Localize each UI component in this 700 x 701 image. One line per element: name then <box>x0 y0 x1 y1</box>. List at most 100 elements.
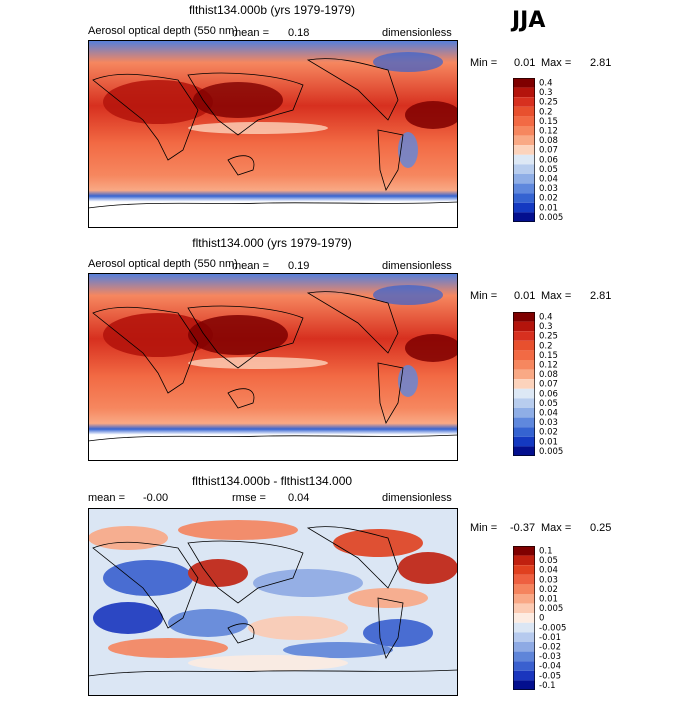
legend-label: 0.06 <box>539 155 558 165</box>
legend-swatch <box>513 642 535 652</box>
legend-swatch <box>513 417 535 428</box>
legend-swatch <box>513 369 535 380</box>
panel-3-max-label: Max = <box>541 522 572 534</box>
legend-swatch <box>513 379 535 389</box>
panel-3-coastlines <box>92 526 404 659</box>
panel-3-rmse-value: 0.04 <box>288 492 310 504</box>
panel-1-variable: Aerosol optical depth (550 nm) <box>88 25 238 37</box>
panel-1-min-value: 0.01 <box>514 57 536 69</box>
legend-label: 0.03 <box>539 184 558 194</box>
legend-label: 0.07 <box>539 146 558 156</box>
panel-2-antarctica <box>88 434 458 442</box>
legend-swatch <box>513 350 535 360</box>
legend-label: 0.03 <box>539 418 558 428</box>
panel-2-legend: 0.4 0.3 0.25 0.2 0.15 0.12 0.08 0.07 0.06 0.05 0.0… <box>513 312 623 467</box>
legend-swatch <box>513 661 535 671</box>
legend-swatch <box>513 565 535 575</box>
legend-label: -0.05 <box>539 671 561 681</box>
panel-2-map <box>88 273 458 461</box>
panel-2-max-label: Max = <box>541 290 572 302</box>
legend-label: 0.2 <box>539 107 553 117</box>
legend-swatch <box>513 603 535 614</box>
legend-swatch <box>513 670 535 681</box>
panel-1-amazon-blue <box>398 132 418 168</box>
legend-label: 0.12 <box>539 361 558 371</box>
legend-label: 0.07 <box>539 380 558 390</box>
panel-2-mean-label: mean = <box>232 260 269 272</box>
panel-3-map <box>88 508 458 696</box>
legend-swatch <box>513 594 535 604</box>
legend-swatch <box>513 574 535 585</box>
panel-2-us-high <box>405 334 458 362</box>
legend-swatch <box>513 680 535 690</box>
panel-3-antarctica <box>88 669 458 677</box>
panel-1-mean-label: mean = <box>232 27 269 39</box>
legend-swatch <box>513 427 535 437</box>
panel-2-mean-value: 0.19 <box>288 260 310 272</box>
legend-label: 0.04 <box>539 566 558 576</box>
panel-2-max-value: 2.81 <box>590 290 612 302</box>
legend-label: 0.01 <box>539 437 558 447</box>
panel-2-pacific-band <box>188 357 328 369</box>
legend-swatch <box>513 202 535 213</box>
panel-2-min-label: Min = <box>470 290 498 302</box>
legend-swatch <box>513 584 535 594</box>
panel-1-antarctica <box>88 201 458 209</box>
legend-swatch <box>513 388 535 399</box>
legend-label: -0.01 <box>539 633 561 643</box>
legend-swatch <box>513 145 535 155</box>
panel-1-legend-swatches: 0.40.30.250.20.150.120.080.070.060.050.0… <box>513 78 563 223</box>
legend-swatch <box>513 408 535 418</box>
legend-label: -0.04 <box>539 662 561 672</box>
legend-label: 0.05 <box>539 399 558 409</box>
legend-swatch <box>513 126 535 136</box>
legend-swatch <box>513 154 535 165</box>
panel-2-amazon-blue <box>398 365 418 397</box>
legend-swatch <box>513 135 535 146</box>
panel-1-arctic-blue <box>373 52 443 72</box>
legend-border <box>513 546 535 690</box>
legend-swatch <box>513 312 535 322</box>
legend-label: 0.05 <box>539 556 558 566</box>
panel-2-coastlines <box>92 291 404 424</box>
legend-label: 0.1 <box>539 547 553 557</box>
legend-border <box>513 78 535 222</box>
panel-1-pacific-band <box>188 122 328 134</box>
legend-label: 0.02 <box>539 428 558 438</box>
legend-label: 0.02 <box>539 194 558 204</box>
legend-swatch <box>513 106 535 117</box>
legend-swatch <box>513 174 535 184</box>
legend-swatch <box>513 398 535 408</box>
panel-3-mean-value: -0.00 <box>143 492 169 504</box>
panel-3-legend-swatches: 0.10.050.040.030.020.010.0050-0.005-0.01… <box>513 546 566 691</box>
legend-label: -0.03 <box>539 652 561 662</box>
legend-label: 0.06 <box>539 389 558 399</box>
legend-swatch <box>513 360 535 370</box>
legend-swatch <box>513 546 535 556</box>
legend-swatch <box>513 622 535 633</box>
legend-label: -0.1 <box>539 681 556 691</box>
legend-label: 0.12 <box>539 127 558 137</box>
legend-label: 0.4 <box>539 313 553 323</box>
panel-3-min-label: Min = <box>470 522 498 534</box>
legend-label: 0.3 <box>539 322 553 332</box>
legend-label: 0.15 <box>539 117 558 127</box>
legend-label: 0.4 <box>539 79 553 89</box>
panel-1-us-high <box>405 101 458 129</box>
legend-label: 0.25 <box>539 98 558 108</box>
legend-label: 0.3 <box>539 88 553 98</box>
panel-2-min-value: 0.01 <box>514 290 536 302</box>
legend-border <box>513 312 535 456</box>
legend-swatch <box>513 321 535 332</box>
legend-swatch <box>513 331 535 341</box>
legend-swatch <box>513 183 535 194</box>
panel-2-variable: Aerosol optical depth (550 nm) <box>88 258 238 270</box>
legend-swatch <box>513 651 535 662</box>
panel-1-max-value: 2.81 <box>590 57 612 69</box>
legend-swatch <box>513 555 535 566</box>
legend-label: 0.04 <box>539 175 558 185</box>
panel-2-legend-swatches: 0.40.30.250.20.150.120.080.070.060.050.0… <box>513 312 563 457</box>
panel-1-map <box>88 40 458 228</box>
legend-label: 0.005 <box>539 604 563 614</box>
legend-label: 0.005 <box>539 447 563 457</box>
